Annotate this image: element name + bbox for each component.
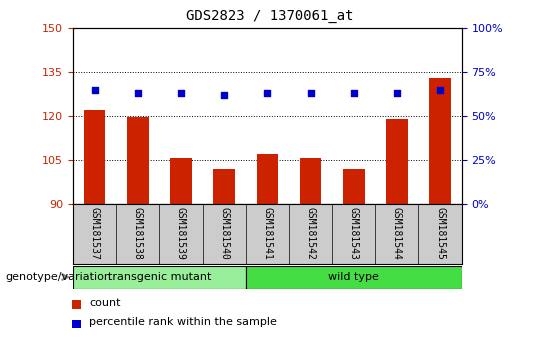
Bar [300, 158, 321, 204]
Bar [256, 154, 278, 204]
Bar [73, 266, 246, 289]
Point [436, 87, 444, 92]
Text: GSM181543: GSM181543 [349, 207, 359, 260]
Point [306, 90, 315, 96]
Bar [170, 158, 192, 204]
Text: transgenic mutant: transgenic mutant [107, 272, 211, 282]
Bar [386, 119, 408, 204]
Text: percentile rank within the sample: percentile rank within the sample [89, 317, 277, 327]
Text: count: count [89, 298, 120, 308]
Text: GSM181537: GSM181537 [90, 207, 99, 260]
Text: GSM181545: GSM181545 [435, 207, 445, 260]
Text: GSM181542: GSM181542 [306, 207, 315, 260]
Bar [71, 300, 81, 309]
Point [133, 90, 142, 96]
Text: GSM181544: GSM181544 [392, 207, 402, 260]
Point [263, 90, 272, 96]
Bar [71, 320, 81, 328]
Text: GDS2823 / 1370061_at: GDS2823 / 1370061_at [186, 9, 354, 23]
Text: GSM181539: GSM181539 [176, 207, 186, 260]
Bar [127, 118, 148, 204]
Text: GSM181538: GSM181538 [133, 207, 143, 260]
Point [349, 90, 358, 96]
Bar [429, 78, 451, 204]
Point [90, 87, 99, 92]
Bar [213, 169, 235, 204]
Bar [343, 169, 364, 204]
Text: GSM181541: GSM181541 [262, 207, 272, 260]
Text: wild type: wild type [328, 272, 379, 282]
Text: GSM181540: GSM181540 [219, 207, 229, 260]
Point [393, 90, 401, 96]
Point [177, 90, 185, 96]
Bar [84, 110, 105, 204]
Point [220, 93, 228, 98]
Bar [246, 266, 462, 289]
Text: genotype/variation: genotype/variation [5, 272, 111, 282]
